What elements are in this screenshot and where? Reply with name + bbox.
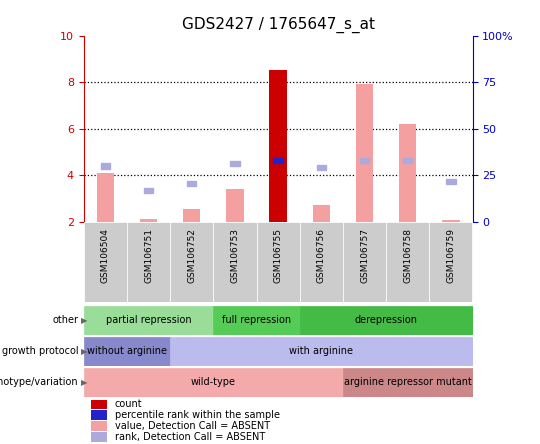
- Bar: [213, 305, 300, 335]
- Text: arginine repressor mutant: arginine repressor mutant: [344, 377, 471, 387]
- Text: GSM106504: GSM106504: [101, 228, 110, 283]
- Text: GSM106756: GSM106756: [317, 228, 326, 283]
- Bar: [429, 222, 472, 302]
- Bar: [91, 410, 107, 420]
- Bar: [187, 181, 197, 186]
- Bar: [442, 220, 460, 222]
- Text: GSM106752: GSM106752: [187, 228, 196, 283]
- Text: genotype/variation: genotype/variation: [0, 377, 78, 387]
- Text: GSM106753: GSM106753: [231, 228, 239, 283]
- Bar: [84, 337, 170, 366]
- Text: ▶: ▶: [81, 347, 87, 356]
- Bar: [91, 432, 107, 442]
- Bar: [343, 222, 386, 302]
- Text: without arginine: without arginine: [87, 346, 167, 356]
- Text: ▶: ▶: [81, 378, 87, 387]
- Text: growth protocol: growth protocol: [2, 346, 78, 356]
- Bar: [84, 368, 343, 397]
- Bar: [84, 222, 127, 302]
- Bar: [183, 209, 200, 222]
- Bar: [300, 222, 343, 302]
- Bar: [360, 158, 369, 163]
- Bar: [213, 222, 256, 302]
- Text: count: count: [115, 399, 143, 409]
- Text: wild-type: wild-type: [191, 377, 236, 387]
- Text: other: other: [52, 315, 78, 325]
- Text: value, Detection Call = ABSENT: value, Detection Call = ABSENT: [115, 421, 270, 431]
- Bar: [300, 305, 472, 335]
- Bar: [316, 165, 326, 170]
- Text: percentile rank within the sample: percentile rank within the sample: [115, 410, 280, 420]
- Text: partial repression: partial repression: [106, 315, 191, 325]
- Text: GSM106751: GSM106751: [144, 228, 153, 283]
- Bar: [386, 222, 429, 302]
- Text: GSM106757: GSM106757: [360, 228, 369, 283]
- Bar: [273, 158, 283, 163]
- Text: full repression: full repression: [222, 315, 291, 325]
- Text: GSM106759: GSM106759: [447, 228, 455, 283]
- Bar: [356, 84, 373, 222]
- Text: rank, Detection Call = ABSENT: rank, Detection Call = ABSENT: [115, 432, 265, 442]
- Bar: [343, 368, 472, 397]
- Text: GSM106755: GSM106755: [274, 228, 282, 283]
- Bar: [170, 222, 213, 302]
- Bar: [446, 178, 456, 184]
- Bar: [313, 205, 330, 222]
- Bar: [140, 218, 157, 222]
- Bar: [269, 71, 287, 222]
- Bar: [399, 124, 416, 222]
- Bar: [170, 337, 472, 366]
- Title: GDS2427 / 1765647_s_at: GDS2427 / 1765647_s_at: [181, 16, 375, 33]
- Bar: [97, 173, 114, 222]
- Text: derepression: derepression: [355, 315, 417, 325]
- Text: ▶: ▶: [81, 316, 87, 325]
- Bar: [144, 188, 153, 193]
- Bar: [256, 222, 300, 302]
- Bar: [127, 222, 170, 302]
- Bar: [226, 190, 244, 222]
- Bar: [84, 305, 213, 335]
- Bar: [230, 161, 240, 166]
- Text: with arginine: with arginine: [289, 346, 353, 356]
- Bar: [91, 399, 107, 409]
- Bar: [403, 158, 413, 163]
- Bar: [100, 163, 110, 169]
- Text: GSM106758: GSM106758: [403, 228, 412, 283]
- Bar: [91, 421, 107, 431]
